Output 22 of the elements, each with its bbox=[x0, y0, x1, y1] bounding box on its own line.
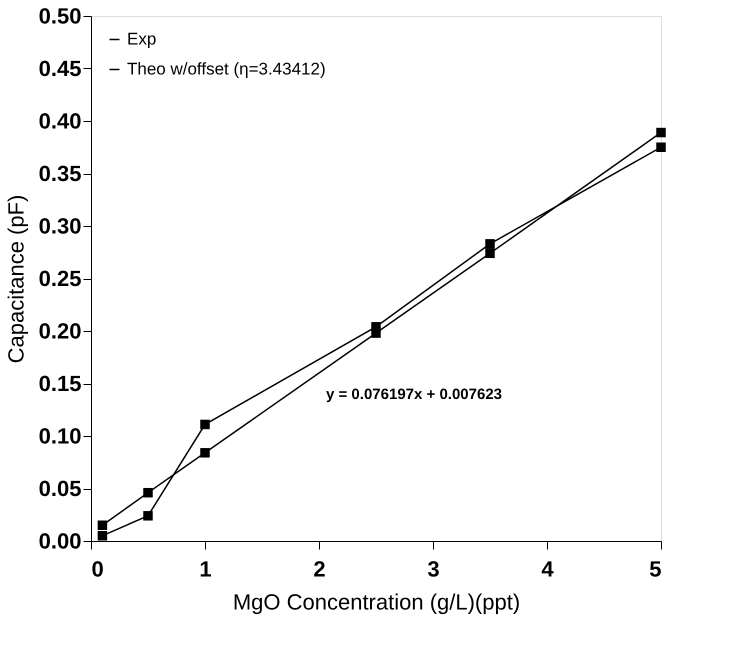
y-tick-label: 0.25 bbox=[38, 266, 82, 291]
x-tick-label: 3 bbox=[427, 556, 440, 582]
y-tick-label: 0.30 bbox=[38, 214, 82, 238]
y-tick-label: 0.35 bbox=[38, 161, 82, 186]
y-tick-label: 0.50 bbox=[38, 4, 82, 28]
legend-label: Exp bbox=[127, 30, 156, 48]
y-axis-title: Capacitance (pF) bbox=[4, 194, 29, 364]
y-tick-label: 0.40 bbox=[38, 108, 82, 134]
x-tick-label: 2 bbox=[313, 556, 326, 582]
x-tick-label: 4 bbox=[541, 556, 554, 582]
x-tick-label: 1 bbox=[199, 556, 212, 582]
legend-label: Theo w/offset (η=3.43412) bbox=[127, 60, 326, 78]
y-tick-label: 0.00 bbox=[38, 528, 82, 554]
y-tick-label: 0.10 bbox=[38, 424, 82, 448]
y-tick-label: 0.45 bbox=[38, 56, 82, 81]
y-tick-label: 0.05 bbox=[38, 476, 82, 501]
y-tick-label: 0.20 bbox=[38, 318, 82, 344]
x-tick-label: 0 bbox=[92, 556, 104, 582]
y-tick-label: 0.15 bbox=[38, 371, 82, 396]
x-tick-label: 5 bbox=[649, 556, 662, 582]
annotation: y = 0.076197x + 0.007623 bbox=[326, 386, 502, 403]
x-axis-title: MgO Concentration (g/L)(ppt) bbox=[232, 590, 520, 614]
